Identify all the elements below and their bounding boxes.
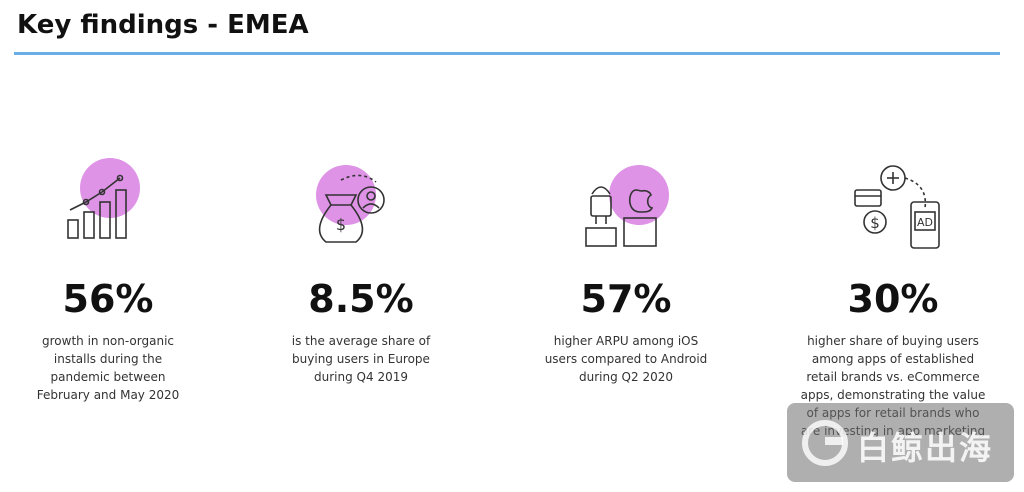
description-line: buying users in Europe bbox=[292, 352, 430, 366]
finding: $ AD 30% higher share of buying users among… bbox=[768, 150, 1018, 440]
svg-text:AD: AD bbox=[917, 216, 933, 229]
watermark-text: 白鲸出海 bbox=[857, 429, 994, 467]
description-line: during Q4 2019 bbox=[314, 370, 408, 384]
page-title: Key findings - EMEA bbox=[17, 10, 309, 40]
finding: 57% higher ARPU among iOS users compared t… bbox=[501, 150, 751, 386]
finding-icon bbox=[67, 158, 140, 239]
title-rule bbox=[14, 52, 1000, 55]
description-line: during Q2 2020 bbox=[579, 370, 673, 384]
finding-icon: $ bbox=[316, 165, 385, 243]
description-line: growth in non-organic bbox=[42, 334, 174, 348]
finding-icon bbox=[585, 165, 669, 247]
finding-stat: 56% bbox=[62, 277, 154, 321]
watermark: 白鲸出海 bbox=[787, 403, 1014, 482]
finding-description: growth in non-organic installs during the… bbox=[0, 332, 233, 404]
description-line: users compared to Android bbox=[544, 352, 708, 366]
finding-icon: $ AD bbox=[854, 165, 940, 249]
description-line: pandemic between bbox=[50, 370, 166, 384]
finding-description: is the average share of buying users in E… bbox=[236, 332, 486, 386]
finding-stat: 8.5% bbox=[308, 277, 414, 321]
watermark-logo bbox=[802, 420, 848, 466]
description-line: installs during the bbox=[53, 352, 163, 366]
description-line: retail brands vs. eCommerce bbox=[806, 370, 980, 384]
finding-stat: 30% bbox=[847, 277, 939, 321]
description-line: is the average share of bbox=[291, 334, 431, 348]
svg-text:$: $ bbox=[870, 214, 880, 232]
description-line: February and May 2020 bbox=[36, 388, 180, 402]
svg-text:$: $ bbox=[336, 215, 346, 234]
description-line: apps, demonstrating the value bbox=[800, 388, 986, 402]
finding-stat: 57% bbox=[580, 277, 672, 321]
description-line: higher ARPU among iOS bbox=[553, 334, 699, 348]
finding-description: higher ARPU among iOS users compared to A… bbox=[501, 332, 751, 386]
finding: $ 8.5% is the average share of buying user… bbox=[236, 150, 486, 386]
description-line: among apps of established bbox=[811, 352, 975, 366]
finding: 56% growth in non-organic installs during … bbox=[0, 150, 233, 404]
description-line: higher share of buying users bbox=[807, 334, 979, 348]
